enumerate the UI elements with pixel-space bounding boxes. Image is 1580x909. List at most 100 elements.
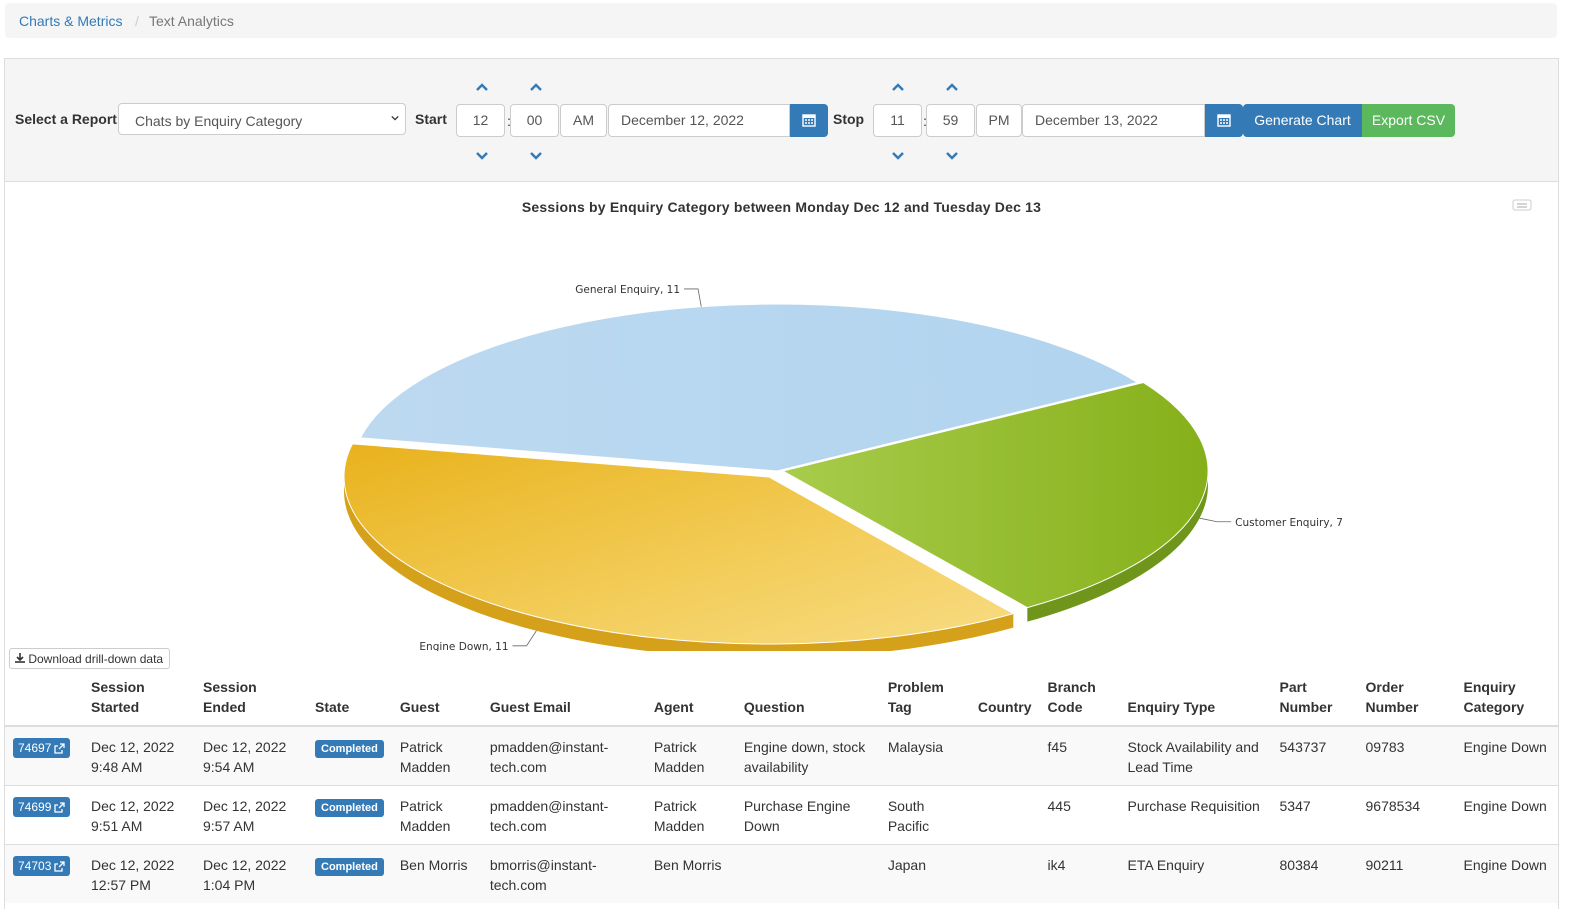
cell-part-number: 80384 — [1271, 844, 1358, 903]
pie-slice-customer-enquiry-side — [1027, 471, 1208, 622]
pie-label-connector — [512, 630, 537, 647]
external-link-icon — [54, 802, 66, 813]
pie-label-connector — [1199, 517, 1232, 523]
table-header-row: Session Started Session Ended State Guest… — [5, 673, 1558, 727]
export-csv-button[interactable]: Export CSV — [1362, 104, 1455, 137]
download-icon — [15, 653, 25, 663]
breadcrumb-separator: / — [135, 13, 139, 29]
chart-title: Sessions by Enquiry Category between Mon… — [521, 199, 1042, 215]
cell-session-ended: Dec 12, 2022 9:54 AM — [195, 725, 307, 786]
cell-session-started: Dec 12, 2022 12:57 PM — [83, 844, 195, 903]
report-controls: Select a Report Chats by Enquiry Categor… — [5, 59, 1558, 182]
start-hour-down-icon[interactable] — [475, 151, 489, 160]
start-hour-input[interactable]: 12 — [456, 104, 505, 137]
cell-order-number: 90211 — [1357, 844, 1456, 903]
start-minute-input[interactable]: 00 — [510, 104, 559, 137]
cell-session-started: Dec 12, 2022 9:51 AM — [83, 785, 195, 845]
cell-enquiry-type: Stock Availability and Lead Time — [1119, 725, 1272, 786]
external-link-icon — [54, 743, 66, 754]
guest-link[interactable]: Patrick Madden — [391, 725, 482, 786]
calendar-icon — [1217, 114, 1231, 127]
status-badge: Completed — [315, 799, 384, 817]
pie-data-label: General Enquiry, 11 — [575, 284, 680, 296]
stop-date-input[interactable]: December 13, 2022 — [1022, 104, 1205, 137]
stop-hour-down-icon[interactable] — [891, 151, 905, 160]
table-row: 74703 Dec 12, 2022 12:57 PM Dec 12, 2022 1… — [5, 844, 1558, 903]
report-select[interactable]: Chats by Enquiry Category — [118, 103, 406, 135]
pie-label-connector — [684, 288, 702, 307]
cell-enquiry-category: Engine Down — [1455, 785, 1558, 845]
stop-label: Stop — [833, 111, 865, 127]
guest-link[interactable]: Ben Morris — [391, 844, 482, 903]
cell-guest-email: pmadden@instant-tech.com — [481, 725, 646, 786]
table-row: 74699 Dec 12, 2022 9:51 AM Dec 12, 2022 9:… — [5, 785, 1558, 845]
breadcrumb-current: Text Analytics — [149, 13, 234, 29]
col-id — [5, 673, 83, 727]
table-row: 74697 Dec 12, 2022 9:48 AM Dec 12, 2022 9:… — [5, 725, 1558, 786]
cell-branch-code: 445 — [1039, 785, 1120, 845]
pie-slice-customer-enquiry[interactable] — [781, 381, 1209, 609]
cell-problem-tag: South Pacific — [879, 785, 970, 845]
stop-minute-input[interactable]: 59 — [926, 104, 975, 137]
col-problem-tag: Problem Tag — [879, 673, 970, 727]
start-ampm-toggle[interactable]: AM — [560, 104, 607, 137]
session-link-button[interactable]: 74703 — [13, 856, 71, 876]
col-guest: Guest — [391, 673, 482, 727]
col-agent: Agent — [645, 673, 736, 727]
col-order-number: Order Number — [1357, 673, 1456, 727]
cell-enquiry-type: Purchase Requisition — [1119, 785, 1272, 845]
pie-slice-engine-down-side — [344, 477, 1014, 651]
status-badge: Completed — [315, 858, 384, 876]
cell-part-number: 5347 — [1271, 785, 1358, 845]
guest-link[interactable]: Patrick Madden — [391, 785, 482, 845]
pie-chart: General Enquiry, 11 Customer Enquiry, 7 En… — [343, 284, 1343, 651]
stop-minute-up-icon[interactable] — [945, 83, 959, 92]
col-state: State — [307, 673, 392, 727]
report-panel: Select a Report Chats by Enquiry Categor… — [4, 58, 1559, 909]
start-date-input[interactable]: December 12, 2022 — [608, 104, 790, 137]
download-drilldown-button[interactable]: Download drill-down data — [9, 648, 171, 669]
pie-slice-engine-down[interactable] — [343, 443, 1015, 645]
cell-branch-code: ik4 — [1039, 844, 1120, 903]
session-link-button[interactable]: 74697 — [13, 738, 71, 758]
cell-problem-tag: Malaysia — [879, 725, 970, 786]
generate-chart-button[interactable]: Generate Chart — [1243, 104, 1362, 137]
chart-menu-icon[interactable] — [1512, 199, 1532, 211]
pie-data-label: Engine Down, 11 — [419, 641, 508, 651]
pie-data-label: Customer Enquiry, 7 — [1235, 517, 1343, 529]
chevron-down-icon — [391, 115, 399, 121]
cell-country — [969, 785, 1040, 845]
cell-branch-code: f45 — [1039, 725, 1120, 786]
start-hour-up-icon[interactable] — [475, 83, 489, 92]
col-session-ended: Session Ended — [195, 673, 307, 727]
cell-session-started: Dec 12, 2022 9:48 AM — [83, 725, 195, 786]
breadcrumb-link-charts-metrics[interactable]: Charts & Metrics — [19, 13, 123, 29]
drilldown-table: Session Started Session Ended State Guest… — [5, 673, 1558, 903]
stop-hour-input[interactable]: 11 — [873, 104, 922, 137]
session-link-button[interactable]: 74699 — [13, 797, 71, 817]
col-question: Question — [735, 673, 880, 727]
cell-question: Engine down, stock availability — [735, 725, 880, 786]
col-guest-email: Guest Email — [481, 673, 646, 727]
col-branch-code: Branch Code — [1039, 673, 1120, 727]
stop-time-separator: : — [923, 113, 927, 129]
cell-question — [735, 844, 880, 903]
start-time-separator: : — [507, 113, 511, 129]
select-report-label: Select a Report — [15, 111, 117, 127]
stop-minute-down-icon[interactable] — [945, 151, 959, 160]
stop-hour-up-icon[interactable] — [891, 83, 905, 92]
start-minute-up-icon[interactable] — [529, 83, 543, 92]
pie-slice-general-enquiry[interactable] — [359, 303, 1139, 472]
status-badge: Completed — [315, 740, 384, 758]
col-session-started: Session Started — [83, 673, 195, 727]
stop-calendar-button[interactable] — [1205, 104, 1243, 137]
start-calendar-button[interactable] — [790, 104, 828, 137]
download-drilldown-label: Download drill-down data — [28, 652, 164, 666]
cell-session-ended: Dec 12, 2022 1:04 PM — [195, 844, 307, 903]
col-part-number: Part Number — [1271, 673, 1358, 727]
col-enquiry-category: Enquiry Category — [1455, 673, 1558, 727]
cell-agent: Ben Morris — [645, 844, 736, 903]
start-minute-down-icon[interactable] — [529, 151, 543, 160]
stop-ampm-toggle[interactable]: PM — [976, 104, 1022, 137]
col-enquiry-type: Enquiry Type — [1119, 673, 1272, 727]
